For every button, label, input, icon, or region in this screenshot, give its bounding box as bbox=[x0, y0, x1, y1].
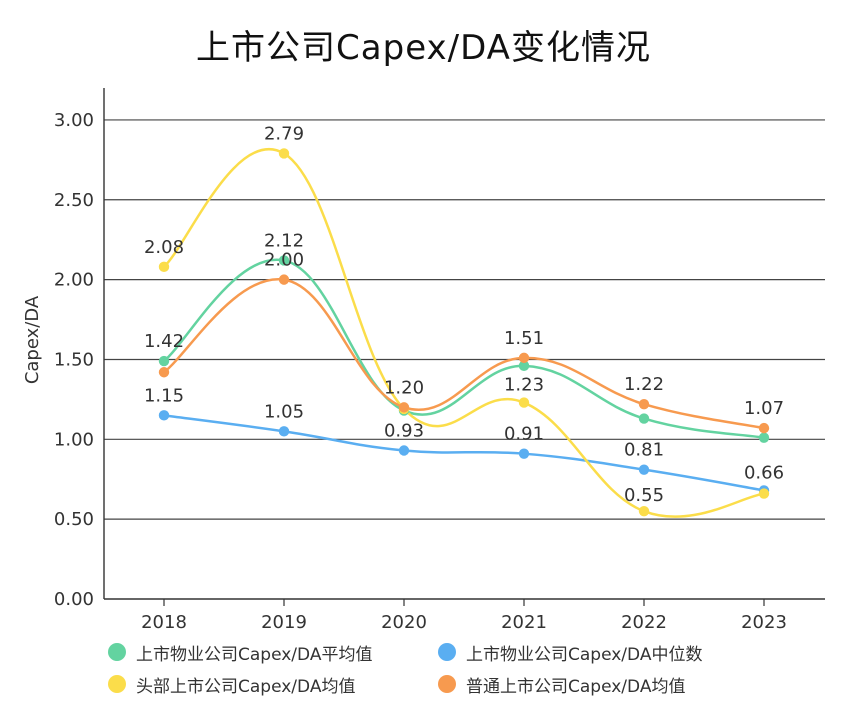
data-point-2[interactable] bbox=[518, 397, 530, 408]
data-point-0[interactable] bbox=[518, 360, 530, 372]
data-label-1: 1.15 bbox=[144, 385, 184, 406]
chart-title: 上市公司Capex/DA变化情况 bbox=[196, 28, 651, 68]
data-point-3[interactable] bbox=[518, 352, 530, 364]
legend: 上市物业公司Capex/DA平均值 上市物业公司Capex/DA中位数 头部上市… bbox=[108, 640, 808, 697]
x-tick-label: 2023 bbox=[741, 612, 787, 633]
legend-label-median: 上市物业公司Capex/DA中位数 bbox=[466, 644, 703, 665]
x-tick-label: 2019 bbox=[261, 612, 307, 633]
legend-label-average: 上市物业公司Capex/DA平均值 bbox=[136, 644, 373, 665]
data-point-1[interactable] bbox=[278, 426, 290, 437]
y-tick-label: 1.50 bbox=[54, 349, 94, 370]
x-tick-label: 2022 bbox=[621, 612, 667, 633]
data-point-2[interactable] bbox=[158, 261, 170, 273]
data-point-2[interactable] bbox=[638, 505, 650, 517]
data-label-0: 1.42 bbox=[144, 331, 184, 352]
legend-label-top-companies: 头部上市公司Capex/DA均值 bbox=[136, 676, 356, 697]
data-point-2[interactable] bbox=[278, 148, 290, 159]
data-label-1: 0.93 bbox=[384, 420, 424, 441]
legend-item-average[interactable]: 上市物业公司Capex/DA平均值 bbox=[108, 640, 438, 665]
data-label-3: 1.07 bbox=[744, 398, 784, 419]
x-tick-label: 2020 bbox=[381, 612, 427, 633]
legend-label-ordinary-companies: 普通上市公司Capex/DA均值 bbox=[466, 676, 686, 697]
y-tick-label: 0.50 bbox=[54, 509, 94, 530]
legend-item-ordinary-companies[interactable]: 普通上市公司Capex/DA均值 bbox=[438, 672, 768, 697]
tick-labels: 0.00 0.50 1.00 1.50 2.00 2.50 3.00 2018 2019 2020… bbox=[54, 110, 787, 633]
x-tick-label: 2018 bbox=[141, 612, 187, 633]
data-label-3: 1.22 bbox=[624, 374, 664, 395]
data-label-1: 0.81 bbox=[624, 440, 664, 461]
data-point-0[interactable] bbox=[758, 432, 770, 443]
axes bbox=[103, 88, 825, 606]
data-label-3: 2.00 bbox=[264, 250, 304, 271]
data-label-2: 1.23 bbox=[504, 375, 544, 396]
y-tick-label: 2.50 bbox=[54, 190, 94, 211]
data-points bbox=[158, 148, 770, 517]
data-point-1[interactable] bbox=[158, 410, 170, 421]
data-point-0[interactable] bbox=[638, 413, 650, 424]
data-point-1[interactable] bbox=[518, 448, 530, 459]
legend-dot-average bbox=[108, 643, 126, 661]
legend-item-median[interactable]: 上市物业公司Capex/DA中位数 bbox=[438, 640, 768, 665]
data-point-3[interactable] bbox=[638, 398, 650, 410]
data-label-1: 1.05 bbox=[264, 401, 304, 422]
data-point-1[interactable] bbox=[638, 464, 650, 475]
y-axis-title: Capex/DA bbox=[22, 295, 43, 384]
data-label-3: 1.20 bbox=[384, 377, 424, 398]
y-tick-label: 0.00 bbox=[54, 589, 94, 610]
data-point-3[interactable] bbox=[158, 367, 170, 378]
y-tick-label: 2.00 bbox=[54, 270, 94, 291]
legend-dot-median bbox=[438, 643, 456, 661]
data-point-2[interactable] bbox=[758, 488, 770, 499]
data-point-0[interactable] bbox=[158, 355, 170, 367]
legend-dot-ordinary-companies bbox=[438, 675, 456, 693]
series-line-1 bbox=[162, 414, 766, 492]
data-point-1[interactable] bbox=[398, 445, 410, 456]
data-label-1: 0.91 bbox=[504, 424, 544, 445]
legend-dot-top-companies bbox=[108, 675, 126, 693]
series-line-2 bbox=[162, 148, 766, 518]
legend-item-top-companies[interactable]: 头部上市公司Capex/DA均值 bbox=[108, 672, 438, 697]
data-label-1: 0.66 bbox=[744, 462, 784, 483]
data-label-3: 1.51 bbox=[504, 328, 544, 349]
data-label-2: 2.79 bbox=[264, 123, 304, 144]
y-tick-label: 3.00 bbox=[54, 110, 94, 131]
data-point-3[interactable] bbox=[758, 422, 770, 434]
data-label-0: 2.12 bbox=[264, 230, 304, 251]
series-lines bbox=[162, 148, 766, 518]
data-labels: 1.42 2.12 1.15 1.05 0.93 0.91 0.81 0.66 2.08 2.79… bbox=[144, 123, 784, 506]
x-tick-label: 2021 bbox=[501, 612, 547, 633]
gridlines bbox=[104, 119, 825, 520]
data-point-0[interactable] bbox=[278, 255, 290, 266]
data-point-3[interactable] bbox=[398, 402, 410, 413]
data-label-2: 0.55 bbox=[624, 485, 664, 506]
data-point-3[interactable] bbox=[278, 274, 290, 285]
data-label-2: 2.08 bbox=[144, 237, 184, 258]
series-line-3 bbox=[162, 278, 766, 430]
y-tick-label: 1.00 bbox=[54, 429, 94, 450]
